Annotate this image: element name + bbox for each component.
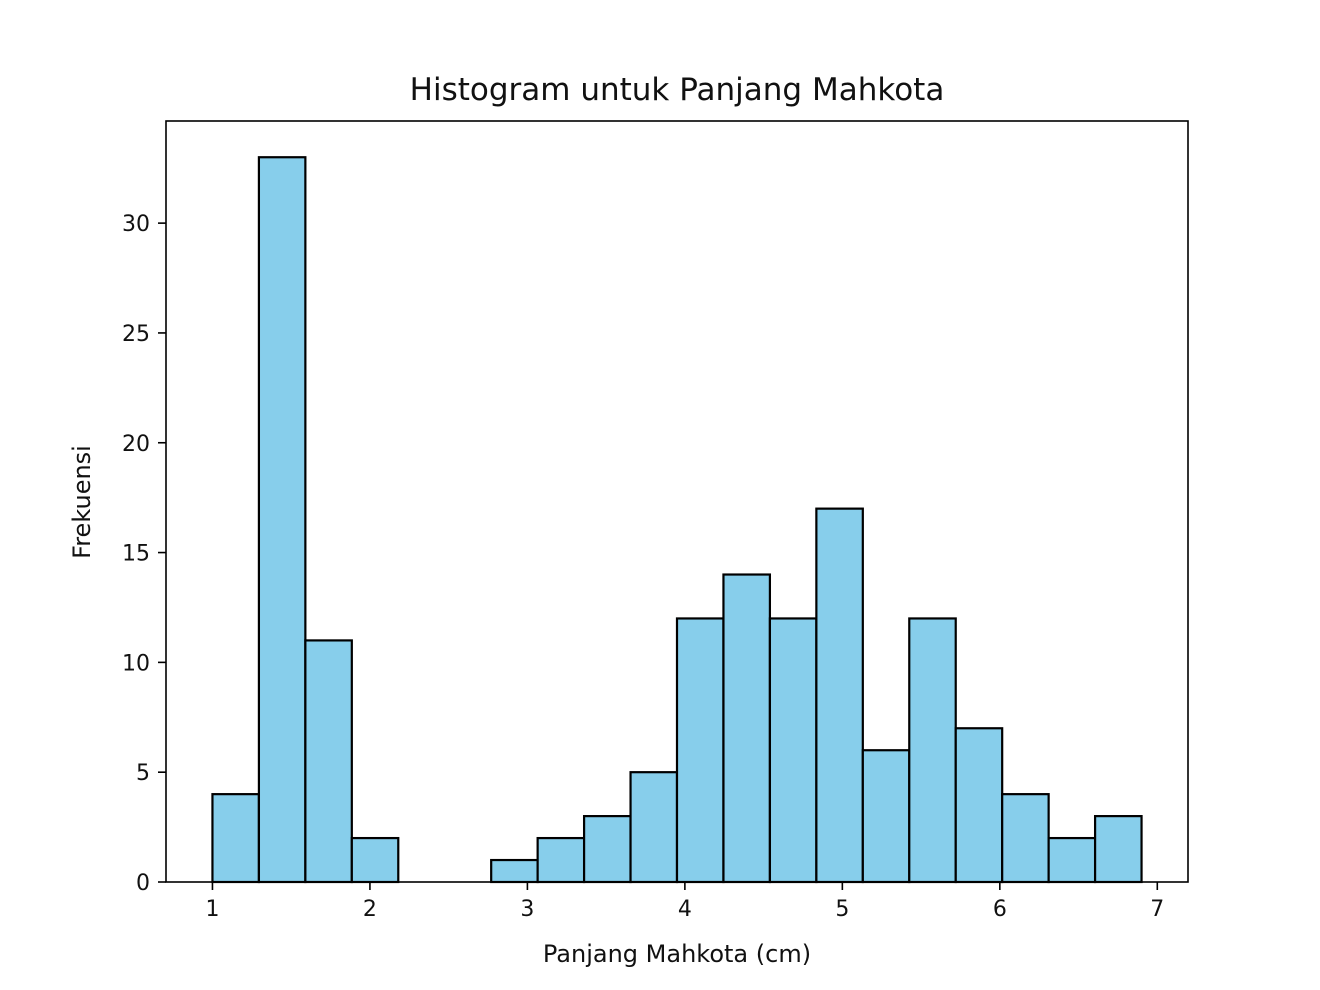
x-tick-label: 1 [205,897,219,922]
x-axis-ticks: 1 2 3 4 5 6 7 [205,882,1164,922]
x-tick-label: 5 [835,897,849,922]
histogram-bar [536,836,586,884]
histogram-bar [1047,836,1097,884]
histogram-bar [768,617,818,884]
histogram-bar [582,815,632,884]
y-tick-label: 25 [122,322,150,347]
y-tick-label: 0 [136,871,150,896]
histogram-bar [490,858,539,884]
y-tick-label: 10 [122,651,150,676]
histogram-bar [211,793,261,884]
histogram-bar [861,749,911,884]
y-tick-label: 15 [122,542,150,567]
histogram-bars [211,156,1143,884]
x-tick-label: 4 [678,897,692,922]
y-tick-label: 30 [122,212,150,237]
x-tick-label: 3 [520,897,534,922]
y-axis-label: Frekuensi [68,445,96,559]
x-axis-label: Panjang Mahkota (cm) [543,940,811,968]
x-tick-label: 2 [363,897,377,922]
y-axis-ticks: 0 5 10 15 20 25 30 [122,212,166,896]
axes-frame [165,120,1189,883]
histogram-bar [675,617,725,884]
histogram-bar [304,639,353,884]
histogram-bar [1093,815,1143,884]
x-tick-label: 7 [1150,897,1164,922]
histogram-bar [722,573,772,884]
histogram-bar [350,836,400,884]
histogram-bar [815,507,864,884]
chart-title: Histogram untuk Panjang Mahkota [410,72,945,108]
y-tick-label: 5 [136,761,150,786]
x-tick-label: 6 [993,897,1007,922]
histogram-bar [1001,793,1050,884]
y-tick-label: 20 [122,432,150,457]
histogram-bar [257,156,307,884]
histogram-bar [908,617,957,884]
histogram-bar [954,727,1004,884]
histogram-bar [629,771,679,884]
